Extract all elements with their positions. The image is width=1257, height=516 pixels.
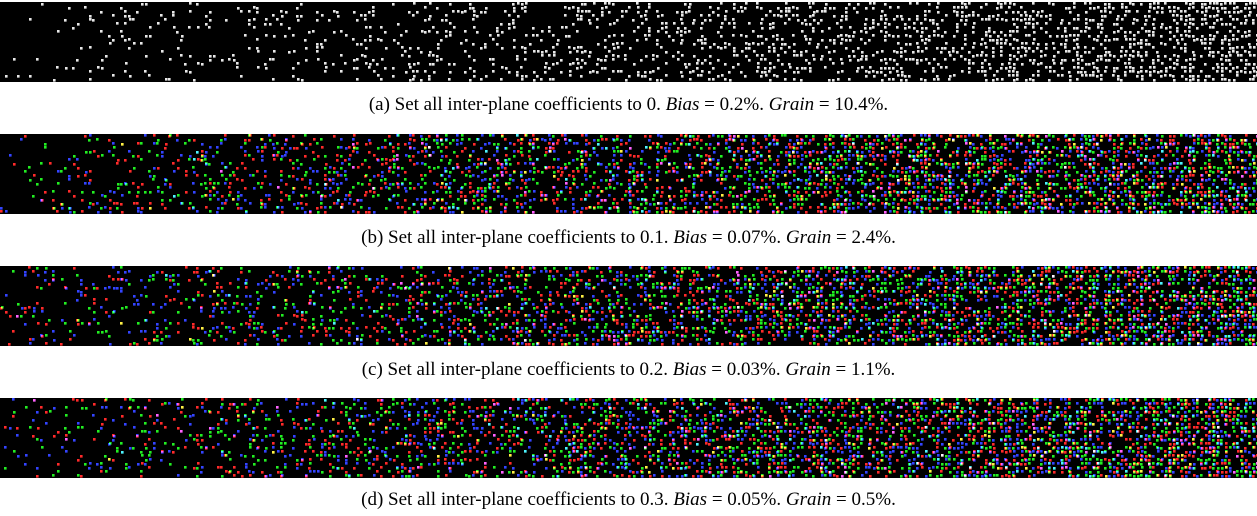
caption: (a) Set all inter-plane coefficients to …: [0, 94, 1257, 116]
caption-text: (d) Set all inter-plane coefficients to …: [361, 489, 668, 510]
figure: (a) Set all inter-plane coefficients to …: [0, 0, 1257, 516]
term: Bias: [673, 359, 707, 380]
dither-dots: [4, 398, 1257, 478]
dither-dots: [5, 2, 1257, 82]
dither-strip: [0, 398, 1257, 478]
caption-text: (b) Set all inter-plane coefficients to …: [361, 227, 668, 248]
dither-dots: [4, 398, 1257, 478]
value: = 2.4%.: [831, 227, 896, 248]
caption-text: (a) Set all inter-plane coefficients to …: [369, 94, 661, 115]
value: = 1.1%.: [831, 359, 896, 380]
term: Grain: [786, 489, 831, 510]
caption: (d) Set all inter-plane coefficients to …: [0, 489, 1257, 511]
value: = 0.5%.: [831, 489, 896, 510]
value: = 0.07%.: [707, 227, 781, 248]
dither-dots: [24, 134, 1257, 214]
value: = 0.2%.: [699, 94, 764, 115]
dots: [4, 398, 1257, 478]
dots: [5, 2, 1257, 82]
caption: (b) Set all inter-plane coefficients to …: [0, 227, 1257, 249]
term: Grain: [769, 94, 814, 115]
caption: (c) Set all inter-plane coefficients to …: [0, 359, 1257, 381]
dots: [0, 266, 1257, 346]
dither-dots: [0, 134, 1257, 214]
term: Grain: [785, 359, 830, 380]
value: = 0.03%.: [707, 359, 781, 380]
term: Grain: [786, 227, 831, 248]
value: = 10.4%.: [814, 94, 888, 115]
caption-text: (c) Set all inter-plane coefficients to …: [362, 359, 668, 380]
dither-dots: [5, 266, 1257, 346]
term: Bias: [673, 489, 707, 510]
dither-strip: [0, 2, 1257, 82]
value: = 0.05%.: [707, 489, 781, 510]
term: Bias: [673, 227, 707, 248]
dither-dots: [1, 266, 1257, 346]
term: Bias: [666, 94, 700, 115]
dither-dots: [4, 398, 1257, 478]
dots: [0, 134, 1257, 214]
dither-dots: [0, 266, 1257, 346]
dither-strip: [0, 134, 1257, 214]
dither-strip: [0, 266, 1257, 346]
dither-dots: [0, 134, 1257, 214]
